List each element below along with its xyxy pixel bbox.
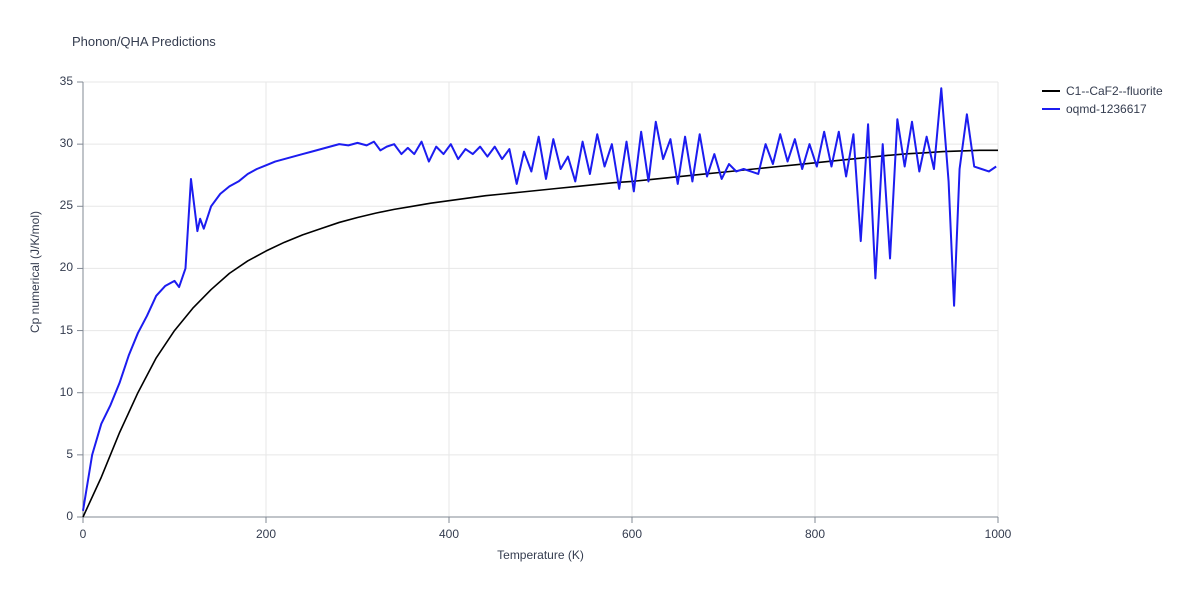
x-tick-label: 400 bbox=[429, 527, 469, 541]
y-tick-label: 5 bbox=[43, 447, 73, 461]
y-tick-label: 15 bbox=[43, 323, 73, 337]
y-tick-label: 0 bbox=[43, 509, 73, 523]
x-tick-label: 800 bbox=[795, 527, 835, 541]
y-tick-label: 10 bbox=[43, 385, 73, 399]
line-chart bbox=[0, 0, 1200, 600]
x-tick-label: 0 bbox=[63, 527, 103, 541]
legend-item[interactable]: C1--CaF2--fluorite bbox=[1042, 84, 1163, 98]
x-tick-label: 600 bbox=[612, 527, 652, 541]
legend-label: oqmd-1236617 bbox=[1066, 102, 1147, 116]
y-tick-label: 25 bbox=[43, 198, 73, 212]
legend-label: C1--CaF2--fluorite bbox=[1066, 84, 1163, 98]
y-tick-label: 30 bbox=[43, 136, 73, 150]
x-tick-label: 200 bbox=[246, 527, 286, 541]
legend-swatch bbox=[1042, 90, 1060, 92]
legend-item[interactable]: oqmd-1236617 bbox=[1042, 102, 1147, 116]
legend-swatch bbox=[1042, 108, 1060, 110]
y-tick-label: 20 bbox=[43, 260, 73, 274]
x-tick-label: 1000 bbox=[978, 527, 1018, 541]
series-line bbox=[83, 88, 996, 511]
series-line bbox=[83, 150, 998, 517]
y-tick-label: 35 bbox=[43, 74, 73, 88]
